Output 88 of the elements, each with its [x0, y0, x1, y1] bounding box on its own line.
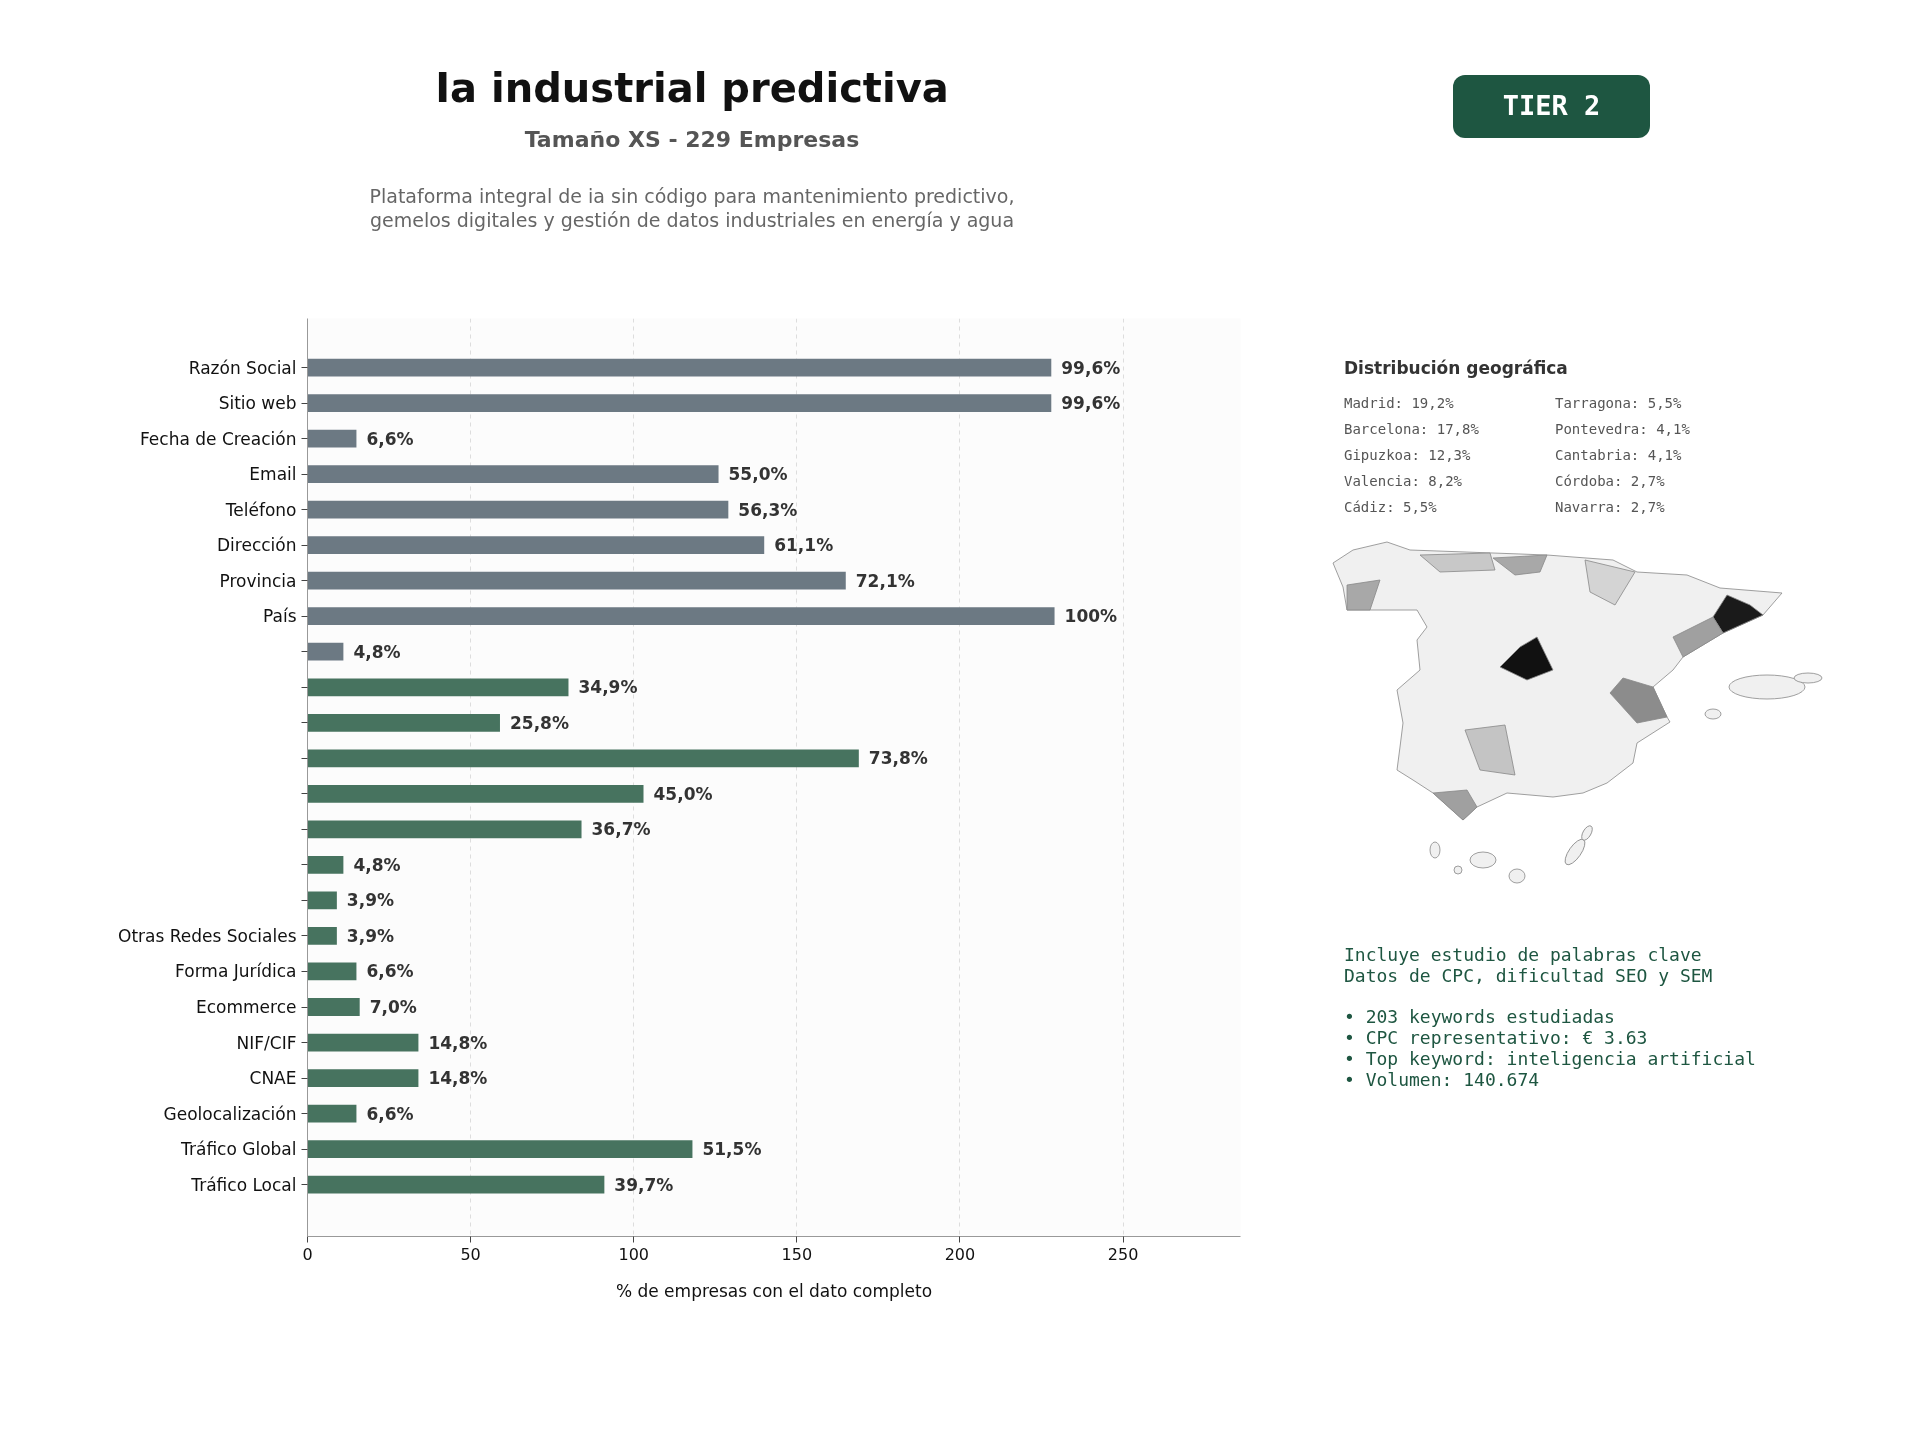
- annotation: 34,9%: [578, 677, 638, 698]
- text: Gipuzkoa: 12,3%: [1344, 446, 1472, 465]
- text: Plataforma integral de ia sin código para mantenimiento predictivo, gemelos digitales y gestión de datos industriales en energía y agua: [368, 184, 1016, 232]
- text: Madrid: 19,2%: [1344, 394, 1455, 413]
- bar: [307, 429, 357, 448]
- annotation: 55,0%: [728, 464, 788, 485]
- annotation: 4,8%: [353, 641, 401, 662]
- y-tick-label: Tráfico Local: [190, 1174, 297, 1195]
- bar: [307, 1069, 419, 1087]
- text: • 203 keywords estudiadas • CPC representativo: € 3.63 • Top keyword: inteligencia artificial • Volumen: 140.674: [1344, 1006, 1757, 1090]
- y-tick-label: Dirección: [217, 535, 297, 556]
- annotation: 100%: [1064, 606, 1118, 627]
- chart-subtitle: Tamaño XS - 229 Empresas: [523, 126, 861, 154]
- annotation: 6,6%: [366, 428, 414, 449]
- annotation: 56,3%: [738, 499, 798, 520]
- bar: [307, 642, 344, 661]
- y-tick-label: Tráfico Global: [180, 1139, 297, 1160]
- y-tick-label: Forma Jurídica: [175, 961, 297, 982]
- annotation: 4,8%: [353, 854, 401, 875]
- x-tick-label: 150: [781, 1244, 813, 1264]
- annotation: 14,8%: [428, 1032, 488, 1053]
- bar: [307, 713, 500, 732]
- bar: [307, 536, 765, 555]
- y-tick-label: Otras Redes Sociales: [118, 925, 297, 946]
- annotation: 3,9%: [346, 890, 395, 911]
- y-tick-label: NIF/CIF: [236, 1032, 297, 1053]
- x-tick-label: 250: [1107, 1244, 1139, 1264]
- text: Distribución geográfica: [1344, 357, 1568, 380]
- text: Córdoba: 2,7%: [1555, 472, 1666, 491]
- annotation: 6,6%: [366, 961, 414, 982]
- bar: [307, 820, 582, 839]
- bar: [307, 1033, 419, 1052]
- bar: [307, 571, 846, 590]
- annotation: 99,6%: [1061, 357, 1121, 378]
- text: Incluye estudio de palabras clave Datos de CPC, dificultad SEO y SEM: [1344, 944, 1714, 986]
- y-tick-label: Email: [249, 464, 297, 485]
- annotation: 6,6%: [366, 1103, 414, 1124]
- x-tick-label: 200: [944, 1244, 976, 1264]
- text: Cantabria: 4,1%: [1555, 446, 1683, 465]
- text: Pontevedra: 4,1%: [1555, 420, 1691, 439]
- bar: [307, 500, 729, 519]
- annotation: 73,8%: [868, 748, 928, 769]
- x-tick-label: 100: [618, 1244, 649, 1264]
- text: Tarragona: 5,5%: [1555, 394, 1683, 413]
- y-tick-label: Razón Social: [188, 357, 297, 378]
- annotation: 51,5%: [702, 1139, 762, 1160]
- annotation: 14,8%: [428, 1068, 488, 1089]
- annotation: 39,7%: [614, 1174, 674, 1195]
- bar: [307, 1104, 357, 1123]
- bar: [307, 998, 360, 1016]
- bar: [307, 1140, 693, 1158]
- bar: [307, 394, 1052, 412]
- bar: [307, 784, 644, 803]
- y-tick-label: CNAE: [249, 1068, 297, 1089]
- y-tick-label: Ecommerce: [196, 997, 297, 1017]
- text: Valencia: 8,2%: [1344, 472, 1463, 491]
- bar: [307, 962, 357, 981]
- text: Barcelona: 17,8%: [1344, 420, 1480, 439]
- y-tick-label: Provincia: [219, 570, 297, 591]
- bar: [307, 1175, 605, 1194]
- annotation: 61,1%: [774, 535, 834, 556]
- bar: [307, 749, 859, 768]
- text: Navarra: 2,7%: [1555, 498, 1666, 517]
- x-axis-title: % de empresas con el dato completo: [615, 1280, 933, 1301]
- annotation: 25,8%: [509, 712, 569, 733]
- annotation: 45,0%: [653, 783, 713, 804]
- bar: [307, 927, 337, 945]
- bar: [307, 358, 1052, 377]
- text: Cádiz: 5,5%: [1344, 498, 1438, 517]
- annotation: 3,9%: [346, 925, 395, 946]
- y-tick-label: Teléfono: [224, 499, 297, 520]
- y-tick-label: Fecha de Creación: [139, 428, 297, 449]
- bar: [307, 856, 344, 874]
- y-tick-label: Sitio web: [218, 393, 297, 414]
- y-tick-label: Geolocalización: [163, 1103, 297, 1124]
- text: TIER 2: [1453, 75, 1650, 138]
- x-tick-label: 0: [302, 1244, 313, 1264]
- x-tick-label: 50: [460, 1244, 481, 1264]
- annotation: 72,1%: [855, 570, 915, 591]
- bar: [307, 678, 569, 697]
- bar: [307, 607, 1055, 626]
- annotation: 36,7%: [591, 819, 651, 840]
- bar: [307, 891, 337, 910]
- bar: [307, 465, 719, 483]
- annotation: 99,6%: [1061, 393, 1121, 414]
- chart-title: Ia industrial predictiva: [434, 64, 950, 112]
- annotation: 7,0%: [369, 997, 417, 1017]
- y-tick-label: País: [263, 606, 297, 627]
